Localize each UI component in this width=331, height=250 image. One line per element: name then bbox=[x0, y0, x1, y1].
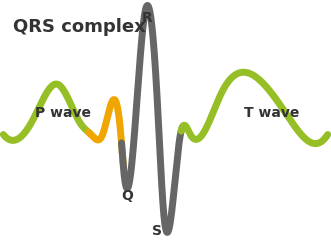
Text: T wave: T wave bbox=[244, 106, 299, 120]
Text: Q: Q bbox=[121, 188, 133, 202]
Text: S: S bbox=[152, 223, 162, 237]
Text: R: R bbox=[142, 10, 153, 24]
Text: P wave: P wave bbox=[35, 106, 91, 120]
Text: QRS complex: QRS complex bbox=[13, 18, 146, 36]
